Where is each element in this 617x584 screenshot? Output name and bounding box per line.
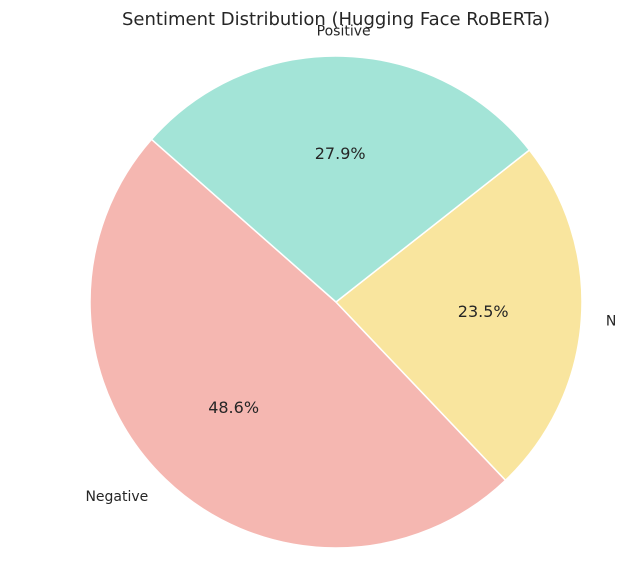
- pie-pct-label-negative: 48.6%: [208, 398, 259, 417]
- pie-slice-negative: [89, 138, 507, 549]
- pie-category-label-positive: Positive: [317, 24, 371, 40]
- pie-category-label-neutral: Neutral: [606, 314, 617, 330]
- pie-category-label-negative: Negative: [85, 489, 148, 505]
- pie-slice-positive: [150, 55, 531, 303]
- pie-pct-label-positive: 27.9%: [315, 144, 366, 163]
- pie-slices: [89, 55, 583, 549]
- pie-labels: 48.6% Negative 23.5% Neutral 27.9% Positive: [85, 24, 617, 505]
- chart-title: Sentiment Distribution (Hugging Face RoB…: [122, 9, 550, 30]
- pie-pct-label-neutral: 23.5%: [458, 302, 509, 321]
- pie-slice-neutral: [334, 148, 583, 482]
